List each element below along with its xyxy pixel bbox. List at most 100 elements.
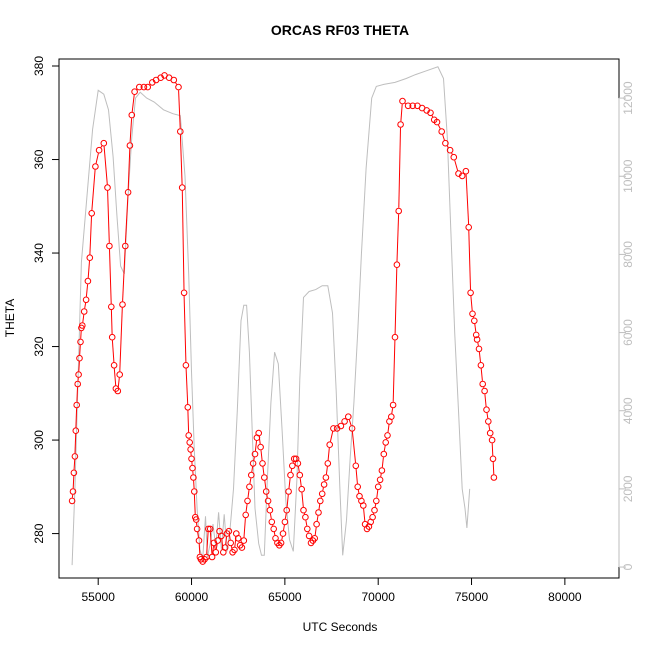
theta-segment	[396, 214, 400, 262]
x-tick-label: 75000	[455, 590, 489, 604]
theta-point	[397, 121, 404, 128]
theta-point	[345, 413, 352, 421]
theta-point	[469, 310, 476, 318]
theta-segment	[110, 309, 113, 335]
theta-point	[114, 387, 122, 395]
x-tick-label: 60000	[175, 590, 209, 604]
theta-segment	[437, 124, 441, 129]
theta-point	[313, 520, 320, 528]
theta-point	[69, 488, 77, 495]
secondary-series-line	[71, 66, 471, 566]
theta-point	[205, 525, 212, 533]
theta-point	[192, 516, 200, 523]
theta-point	[483, 406, 490, 414]
theta-point	[384, 432, 391, 439]
theta-point	[450, 153, 458, 161]
theta-point	[175, 83, 182, 91]
theta-segment	[363, 508, 366, 522]
theta-segment	[301, 492, 304, 508]
theta-point	[472, 331, 480, 339]
right-y-tick-label: 2000	[621, 475, 635, 502]
theta-segment	[468, 230, 471, 290]
theta-point	[389, 401, 397, 409]
theta-segment	[465, 174, 470, 225]
theta-segment	[193, 480, 195, 489]
theta-point	[71, 453, 79, 460]
theta-point	[182, 362, 190, 369]
theta-segment	[394, 267, 398, 335]
theta-segment	[91, 169, 96, 211]
theta-segment	[254, 440, 257, 451]
theta-point	[131, 88, 138, 95]
theta-segment	[80, 330, 82, 339]
theta-segment	[325, 466, 328, 475]
theta-point	[462, 167, 470, 175]
theta-segment	[183, 295, 187, 363]
theta-segment	[127, 148, 131, 190]
theta-point	[86, 254, 94, 262]
theta-point	[281, 518, 289, 526]
theta-point	[488, 436, 496, 444]
theta-point	[74, 380, 81, 388]
theta-segment	[316, 515, 319, 522]
theta-segment	[84, 302, 87, 309]
theta-point	[289, 462, 296, 470]
theta-point	[180, 289, 188, 297]
theta-segment	[79, 345, 81, 356]
theta-segment	[225, 536, 228, 545]
theta-point	[77, 338, 84, 346]
theta-point	[391, 333, 399, 341]
theta-point	[249, 460, 257, 467]
theta-point	[305, 532, 313, 540]
theta-point	[108, 303, 115, 311]
theta-segment	[357, 489, 360, 494]
theta-segment	[262, 466, 265, 475]
theta-segment	[187, 410, 190, 433]
theta-point	[184, 404, 192, 411]
theta-segment	[286, 494, 289, 508]
theta-point	[315, 509, 322, 516]
theta-segment	[175, 82, 178, 85]
theta-point	[442, 139, 449, 147]
theta-point	[193, 525, 201, 533]
theta-point	[100, 139, 108, 147]
right-y-tick-label: 10000	[621, 159, 635, 193]
plot-frame	[58, 58, 620, 579]
theta-point	[481, 387, 488, 395]
theta-point	[298, 485, 306, 493]
theta-point	[279, 530, 287, 537]
theta-point	[108, 333, 116, 341]
theta-point	[369, 513, 376, 521]
theta-point	[225, 527, 233, 535]
theta-segment	[74, 433, 77, 454]
theta-segment	[391, 408, 394, 414]
theta-segment	[299, 478, 302, 487]
theta-point	[185, 432, 192, 439]
theta-segment	[318, 503, 321, 510]
theta-segment	[451, 152, 453, 155]
y-axis-label: THETA	[3, 299, 17, 337]
theta-point	[128, 111, 136, 119]
theta-segment	[486, 412, 489, 419]
theta-segment	[78, 361, 80, 372]
theta-point	[446, 146, 454, 154]
theta-series	[68, 72, 498, 565]
theta-point	[178, 184, 186, 191]
y-tick-label: 320	[32, 336, 46, 356]
theta-segment	[117, 377, 120, 388]
theta-segment	[181, 190, 185, 290]
x-tick-label: 70000	[362, 590, 396, 604]
theta-point	[251, 450, 259, 458]
theta-segment	[281, 536, 283, 540]
x-axis: 55000 60000 65000 70000 75000 80000	[82, 577, 582, 604]
theta-point	[326, 441, 334, 449]
theta-segment	[314, 527, 317, 536]
theta-segment	[381, 457, 384, 468]
theta-segment	[113, 368, 117, 386]
theta-point	[72, 427, 80, 435]
theta-point	[490, 474, 498, 481]
x-tick-label: 55000	[82, 590, 116, 604]
theta-segment	[103, 146, 108, 185]
theta-point	[206, 525, 214, 533]
